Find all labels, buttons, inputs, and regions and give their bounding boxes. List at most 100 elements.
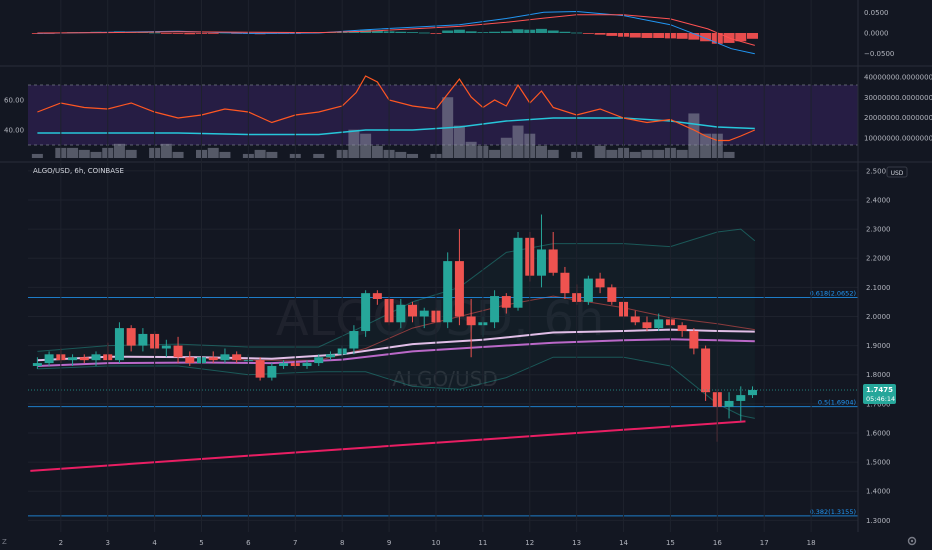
- candle-body: [138, 333, 148, 346]
- candle-body: [724, 400, 734, 407]
- candle-body: [267, 365, 277, 378]
- currency-label: USD: [891, 170, 904, 177]
- last-price: 1.7475: [866, 386, 893, 394]
- macd-histogram-bar: [172, 33, 184, 34]
- candle-body: [466, 316, 476, 326]
- macd-histogram-bar: [489, 31, 501, 33]
- volume-bar: [313, 153, 325, 158]
- candle-body: [232, 354, 242, 361]
- volume-bar: [465, 141, 477, 158]
- volume-tick-label: 40000000.00000000: [864, 74, 932, 82]
- volume-bar: [254, 149, 266, 158]
- candle-body: [736, 395, 746, 401]
- candle-body: [408, 304, 418, 317]
- macd-histogram-bar: [582, 33, 594, 34]
- macd-histogram-bar: [453, 29, 465, 33]
- macd-histogram-bar: [512, 29, 524, 33]
- price-tick-label: 2.4000: [866, 196, 891, 204]
- candle-body: [255, 360, 265, 378]
- candle-body: [677, 325, 687, 332]
- candle-body: [279, 363, 289, 366]
- macd-histogram-bar: [442, 30, 454, 33]
- volume-bar: [547, 149, 559, 158]
- macd-histogram-bar: [676, 33, 688, 39]
- price-tick-label: 2.3000: [866, 226, 891, 234]
- volume-bar: [535, 145, 547, 158]
- price-tick-label: 2.2000: [866, 255, 891, 263]
- rsi-line: [37, 75, 756, 142]
- macd-histogram-bar: [160, 33, 172, 34]
- macd-histogram-bar: [641, 33, 653, 38]
- x-tick-label: 3: [105, 539, 109, 547]
- volume-bar: [31, 153, 43, 158]
- volume-tick-label: 10000000.00000000: [864, 134, 932, 142]
- candle-body: [325, 354, 335, 358]
- x-tick-label: 16: [713, 539, 722, 547]
- price-tick-label: 1.3000: [866, 517, 891, 525]
- price-tick-label: 2.5000: [866, 167, 891, 175]
- candle-body: [220, 354, 230, 361]
- macd-histogram-bar: [407, 32, 419, 33]
- trendline: [30, 420, 746, 472]
- candle-body: [747, 390, 757, 396]
- macd-histogram-bar: [746, 33, 758, 39]
- volume-bar: [500, 137, 512, 158]
- price-tick-label: 2.1000: [866, 284, 891, 292]
- macd-histogram-bar: [207, 33, 219, 34]
- candle-body: [361, 293, 371, 332]
- macd-histogram-bar: [395, 31, 407, 33]
- price-pane: ALGOUSD, 6h ALGO/USD 0.618(2.0652)0.5(1.…: [28, 170, 858, 521]
- x-tick-label: 15: [666, 539, 675, 547]
- fib-level-label: 0.382(1.3155): [810, 508, 856, 516]
- bar-countdown: 05:46:14: [866, 395, 895, 403]
- x-tick-label: 18: [807, 539, 816, 547]
- price-tick-label: 1.6000: [866, 429, 891, 437]
- volume-bar: [160, 143, 172, 158]
- fib-level-label: 0.5(1.6904): [818, 399, 856, 407]
- candle-body: [372, 293, 382, 299]
- x-tick-label: 5: [199, 539, 203, 547]
- volume-bar: [67, 147, 79, 158]
- volume-bar: [207, 147, 219, 158]
- x-tick-label: 7: [293, 539, 297, 547]
- watermark-small: ALGO/USD: [392, 367, 498, 391]
- volume-bar: [125, 149, 137, 158]
- macd-histogram-bar: [184, 33, 196, 35]
- volume-bar: [78, 149, 90, 158]
- macd-pane: [31, 10, 758, 55]
- macd-histogram-bar: [688, 33, 700, 40]
- macd-histogram-bar: [535, 28, 547, 33]
- price-tick-label: 1.8000: [866, 371, 891, 379]
- x-tick-label: 13: [572, 539, 581, 547]
- settings-gear-icon[interactable]: [907, 536, 917, 546]
- macd-histogram-bar: [559, 31, 571, 33]
- volume-bar: [688, 113, 700, 158]
- timezone-z-icon[interactable]: Z: [2, 538, 7, 546]
- candle-body: [32, 363, 42, 366]
- volume-bar: [113, 143, 125, 158]
- candle-body: [173, 345, 183, 358]
- volume-bar: [676, 149, 688, 158]
- candle-body: [68, 357, 78, 361]
- price-tick-label: 2.0000: [866, 313, 891, 321]
- symbol-label: ALGO/USD, 6h, COINBASE: [33, 167, 124, 175]
- candle-body: [607, 287, 617, 302]
- macd-histogram-bar: [735, 33, 747, 42]
- candle-body: [349, 331, 359, 349]
- volume-bar: [407, 153, 419, 158]
- volume-bar: [489, 149, 501, 158]
- currency-badge[interactable]: USD: [886, 166, 908, 178]
- x-tick-label: 9: [387, 539, 391, 547]
- candle-body: [396, 304, 406, 323]
- volume-bar: [90, 151, 102, 158]
- macd-histogram-bar: [418, 32, 430, 34]
- macd-histogram-bar: [465, 31, 477, 33]
- candle-body: [126, 328, 136, 346]
- candle-body: [314, 357, 324, 364]
- volume-bar: [360, 133, 372, 158]
- volume-bar: [371, 145, 383, 158]
- candle-body: [560, 272, 570, 294]
- candle-body: [548, 249, 558, 273]
